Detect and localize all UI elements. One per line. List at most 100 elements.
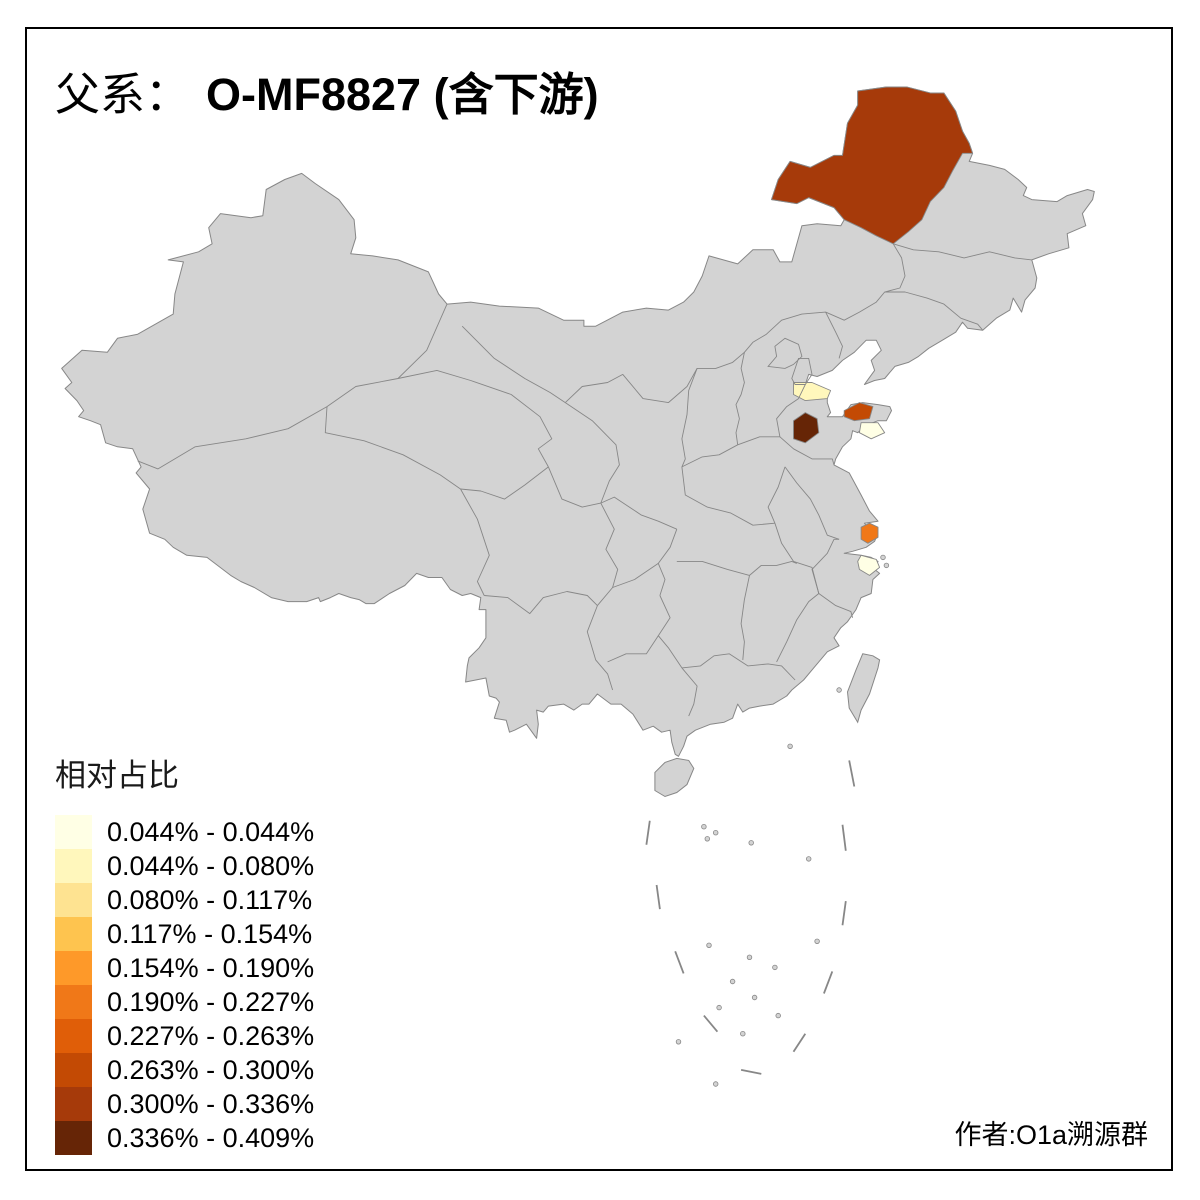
legend-swatch [55, 1087, 92, 1121]
legend-label: 0.263% - 0.300% [107, 1054, 315, 1085]
map-region-bohai-west [793, 382, 832, 402]
legend-title: 相对占比 [55, 758, 179, 793]
legend-row: 0.336% - 0.409% [55, 1121, 314, 1155]
province-border [484, 591, 598, 615]
sea-boundary-dash [841, 900, 847, 926]
legend-label: 0.300% - 0.336% [107, 1088, 315, 1119]
map-region-yangtze-delta [860, 522, 879, 544]
legend-swatch [55, 849, 92, 883]
legend-label: 0.117% - 0.154% [107, 918, 313, 949]
province-border [460, 466, 549, 500]
map-region-shandong-north [843, 402, 874, 422]
legend-row: 0.190% - 0.227% [55, 985, 314, 1019]
island-dot [751, 994, 758, 1001]
sea-boundary-dash [792, 1033, 807, 1053]
island-dot [787, 743, 793, 749]
province-border [776, 593, 820, 663]
province-border [324, 406, 461, 490]
legend-label: 0.336% - 0.409% [107, 1122, 315, 1153]
province-border [735, 352, 745, 445]
legend-row: 0.300% - 0.336% [55, 1087, 314, 1121]
province-border [607, 635, 659, 663]
legend-label: 0.227% - 0.263% [107, 1020, 315, 1051]
island-dot [675, 1039, 682, 1045]
hainan-island [654, 757, 695, 798]
province-border [586, 605, 614, 691]
title-prefix: 父系： [55, 70, 191, 120]
province-border [740, 575, 750, 660]
legend: 相对占比 0.044% - 0.044% 0.044% - 0.080% 0.080… [55, 750, 314, 1155]
page-title: 父系： O-MF8827 (含下游) [55, 58, 599, 123]
island-dot [748, 840, 754, 846]
province-border [767, 337, 803, 369]
island-dot [880, 554, 886, 561]
province-border [681, 466, 775, 526]
province-border [137, 303, 448, 470]
taiwan-island [846, 653, 881, 724]
map-region-northeast-hulunbuir [771, 86, 974, 245]
province-border [460, 488, 490, 596]
legend-swatch [55, 1019, 92, 1053]
legend-row: 0.154% - 0.190% [55, 951, 314, 985]
island-dot [814, 938, 820, 944]
legend-swatch [55, 1121, 92, 1155]
sea-boundary-dash [848, 760, 856, 787]
legend-label: 0.044% - 0.044% [107, 816, 315, 847]
sea-boundary-dash [841, 824, 847, 851]
province-border [825, 311, 843, 359]
legend-swatch [55, 951, 92, 985]
legend-row: 0.044% - 0.080% [55, 849, 314, 883]
sea-boundary-dash [645, 820, 651, 845]
province-border [884, 291, 984, 331]
island-dot [701, 824, 707, 830]
legend-swatch [55, 883, 92, 917]
sea-boundary-dash [703, 1015, 719, 1033]
province-border [784, 466, 840, 540]
island-dot [772, 964, 778, 971]
province-border [681, 653, 796, 681]
island-dot [740, 1030, 746, 1037]
sea-boundary-dash [674, 950, 685, 974]
island-dot [713, 830, 719, 836]
legend-swatch [55, 917, 92, 951]
province-border [564, 243, 906, 404]
island-dot [746, 954, 753, 960]
plot-frame [25, 27, 1173, 1171]
province-border [774, 523, 820, 594]
province-border [737, 436, 780, 446]
province-border [749, 560, 797, 576]
mainland-china [61, 86, 1095, 757]
province-border [397, 369, 553, 468]
province-border [767, 466, 786, 524]
province-border [818, 593, 854, 618]
province-border [461, 325, 566, 403]
island-dot [704, 836, 710, 842]
island-dot [713, 1081, 719, 1087]
province-border [681, 667, 698, 717]
title-haplogroup: O-MF8827 (含下游) [206, 69, 599, 120]
island-dot [706, 942, 712, 948]
legend-row: 0.263% - 0.300% [55, 1053, 314, 1087]
island-dot [806, 856, 812, 862]
map-region-shandong-center [793, 412, 820, 444]
island-dot [836, 687, 842, 693]
map-region-shandong-east [858, 422, 886, 440]
legend-label: 0.044% - 0.080% [107, 850, 315, 881]
map-region-zhejiang-coast [857, 554, 881, 576]
province-border [893, 243, 1032, 261]
province-border [676, 560, 750, 576]
sea-boundary-dash [823, 971, 834, 994]
legend-row: 0.117% - 0.154% [55, 917, 314, 951]
island-dot [716, 1004, 722, 1011]
province-border [776, 384, 806, 437]
legend-row: 0.044% - 0.044% [55, 815, 314, 849]
sea-boundary-dash [740, 1069, 762, 1075]
province-border [779, 436, 835, 466]
island-dot [883, 562, 890, 569]
legend-row: 0.080% - 0.117% [55, 883, 314, 917]
province-border [681, 444, 738, 468]
province-border [600, 502, 619, 588]
sea-boundary-dash [655, 884, 661, 910]
province-border [565, 402, 620, 504]
